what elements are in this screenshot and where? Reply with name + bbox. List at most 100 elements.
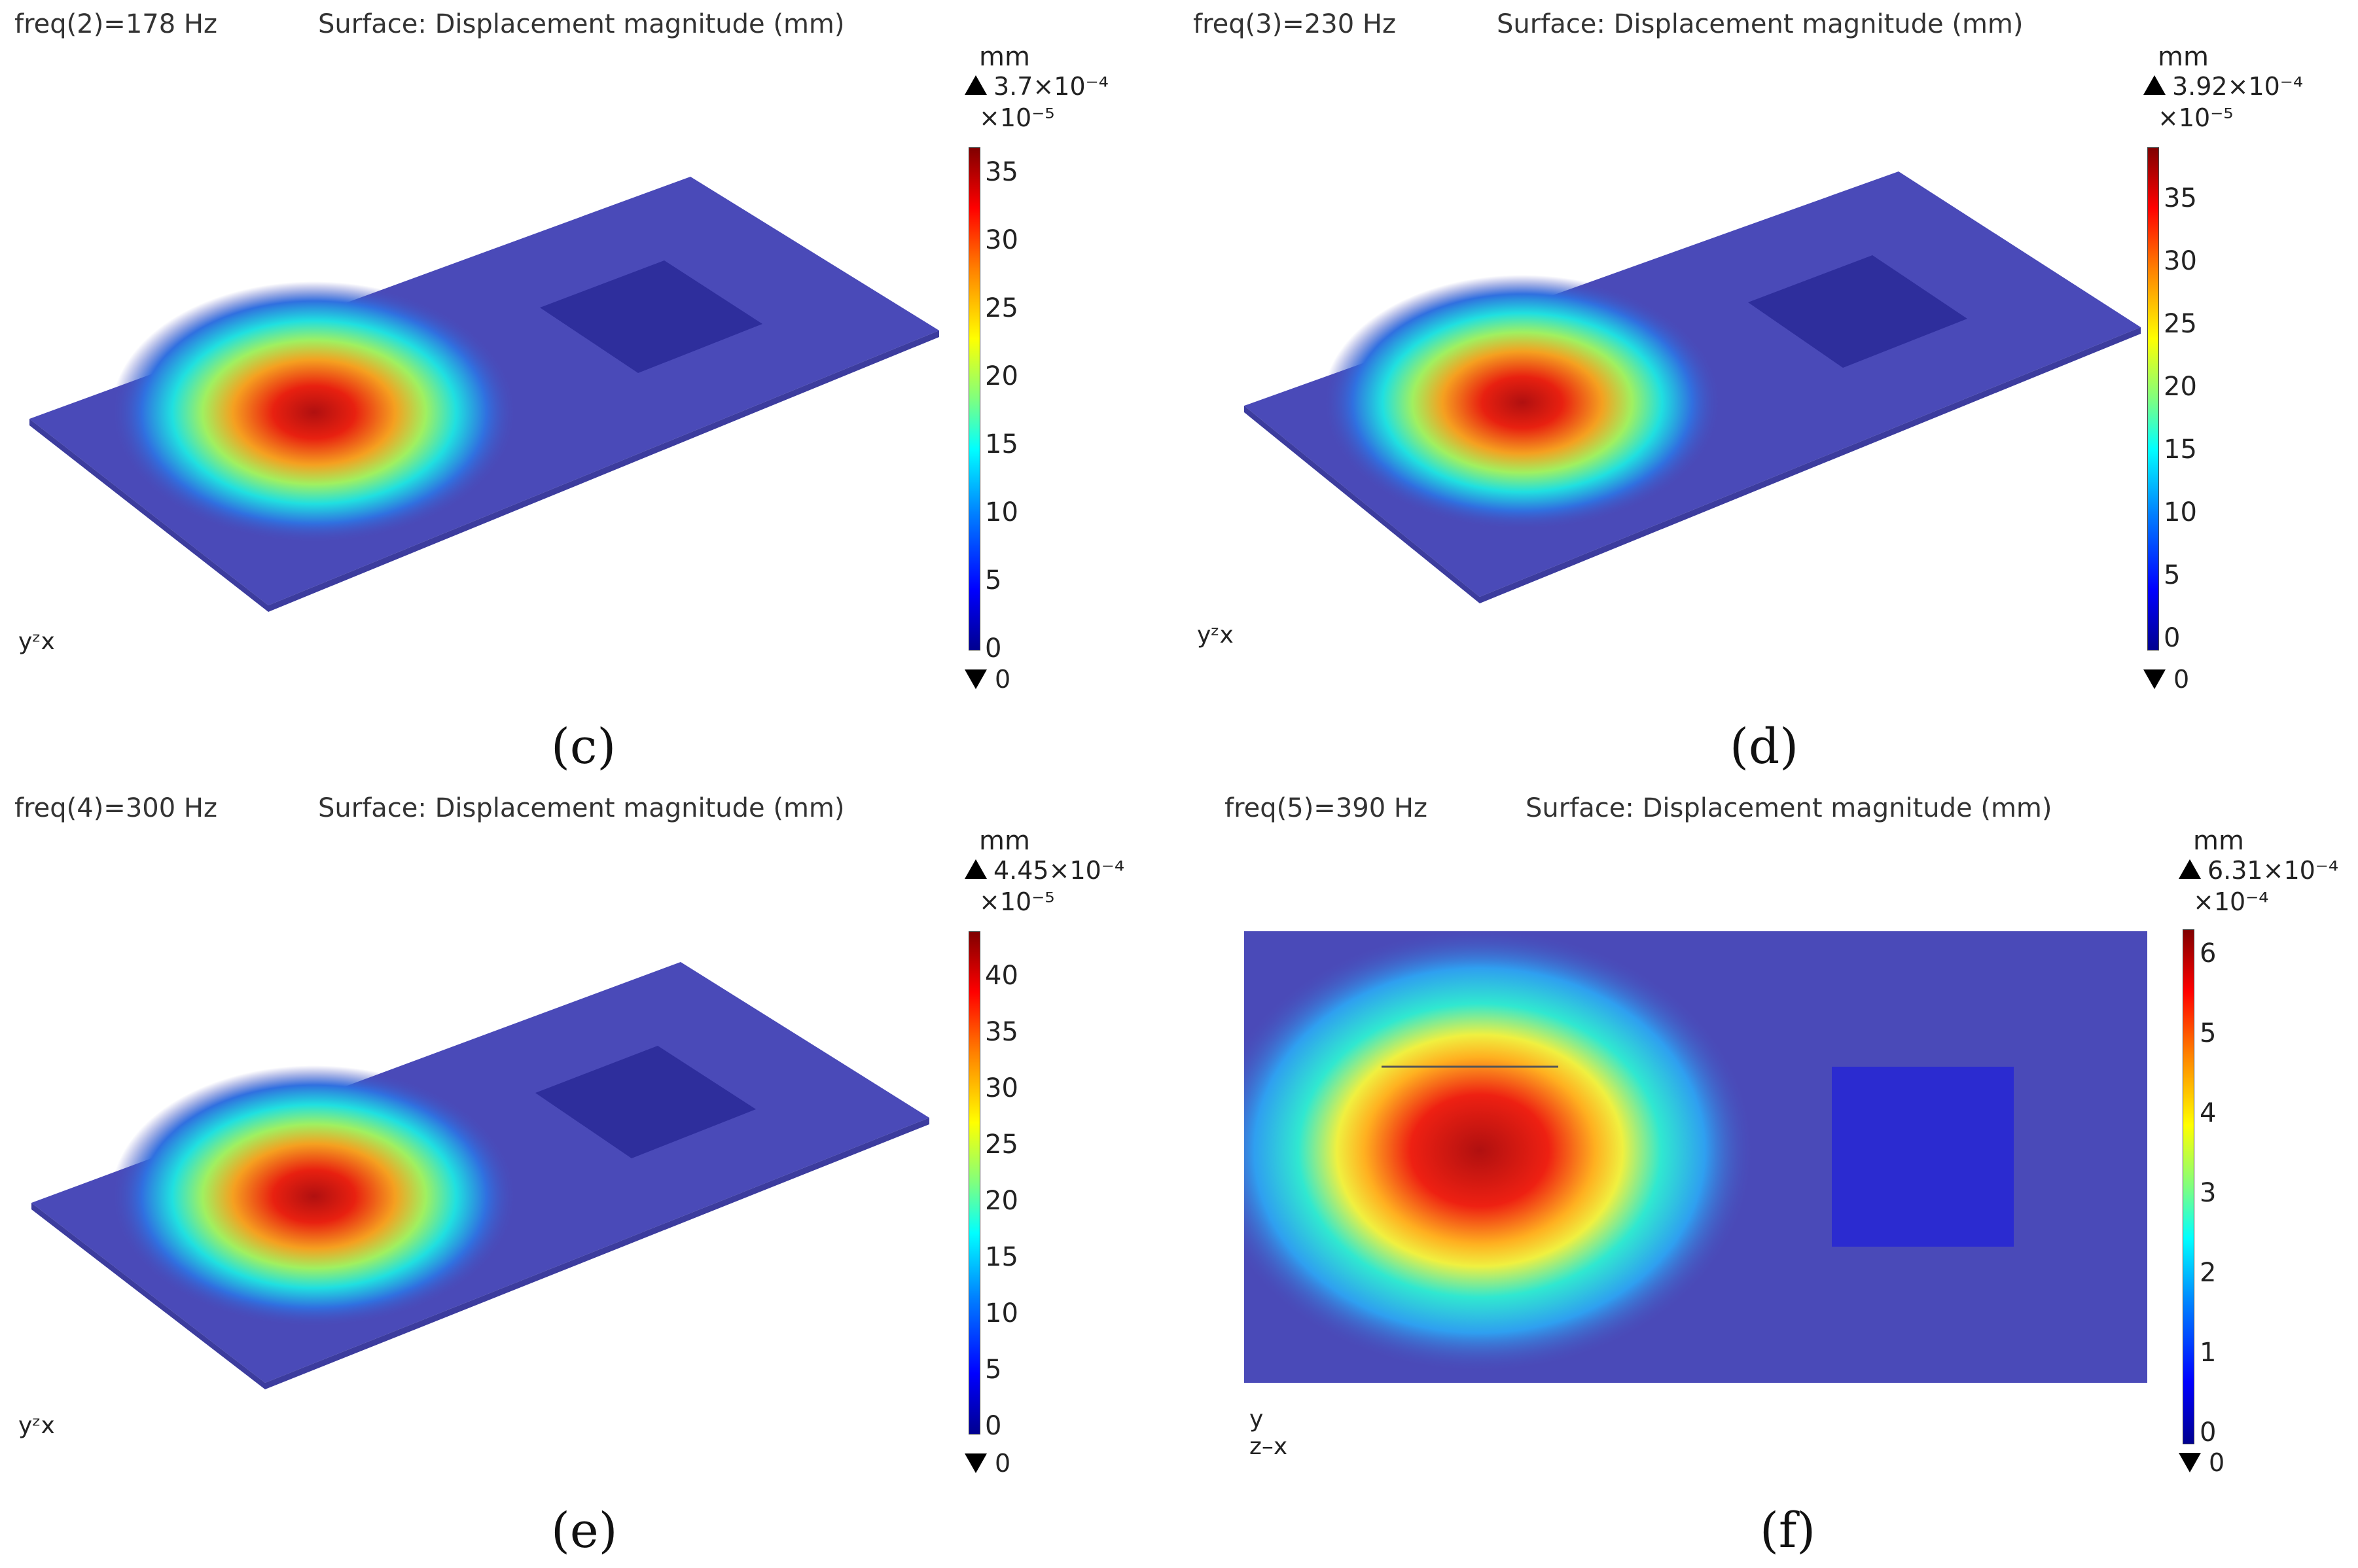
max-triangle-icon	[965, 859, 987, 879]
colorbar-tick: 30	[985, 1073, 1018, 1103]
axis-triad: yᶻx	[18, 1412, 55, 1439]
colorbar-tick: 0	[2164, 623, 2181, 653]
colorbar-min: 0	[965, 1449, 1010, 1478]
colorbar-min-value: 0	[995, 1449, 1011, 1478]
max-triangle-icon	[2143, 75, 2166, 95]
colorbar-tick: 20	[2164, 372, 2197, 402]
colorbar-tick: 30	[985, 225, 1018, 255]
panel-label: (d)	[1730, 719, 1799, 775]
panel-d: freq(3)=230 Hz Surface: Displacement mag…	[1179, 0, 2357, 784]
colorbar-tick: 15	[2164, 435, 2197, 465]
colorbar-tick: 35	[2164, 183, 2197, 213]
plate-top-view	[1244, 931, 2147, 1383]
colorbar-tick: 1	[2200, 1338, 2217, 1368]
colorbar-tick: 30	[2164, 246, 2197, 276]
colorbar-tick: 5	[985, 1355, 1002, 1385]
colorbar-max: 3.92×10⁻⁴	[2143, 72, 2303, 101]
colorbar-unit: mm	[2158, 42, 2209, 72]
colorbar-tick: 35	[985, 157, 1018, 187]
colorbar-max: 3.7×10⁻⁴	[965, 72, 1109, 101]
axis-triad-y: y	[1249, 1406, 1264, 1433]
frequency-label: freq(2)=178 Hz	[14, 9, 217, 39]
colorbar-tick: 25	[985, 1130, 1018, 1160]
panel-label: (c)	[551, 719, 616, 775]
plate-3d-plot	[1244, 171, 2141, 603]
plot-title: Surface: Displacement magnitude (mm)	[318, 793, 845, 823]
displacement-hotspot	[1323, 275, 1722, 530]
colorbar	[2183, 929, 2194, 1444]
colorbar-tick: 25	[2164, 309, 2197, 339]
colorbar-tick: 25	[985, 293, 1018, 323]
plate-3d-plot	[31, 962, 929, 1389]
panel-label: (e)	[551, 1503, 618, 1559]
colorbar-unit: mm	[979, 826, 1030, 856]
colorbar-tick: 10	[985, 497, 1018, 527]
min-triangle-icon	[2179, 1453, 2201, 1472]
colorbar-tick: 35	[985, 1017, 1018, 1047]
colorbar-min-value: 0	[2209, 1448, 2225, 1477]
actuator-patch	[535, 1046, 756, 1158]
colorbar-exponent: ×10⁻⁴	[2193, 887, 2269, 916]
panel-c: freq(2)=178 Hz Surface: Displacement mag…	[0, 0, 1178, 784]
colorbar-tick: 20	[985, 361, 1018, 391]
colorbar-min: 0	[965, 665, 1010, 694]
colorbar-tick: 2	[2200, 1258, 2217, 1288]
panel-e: freq(4)=300 Hz Surface: Displacement mag…	[0, 784, 1178, 1568]
colorbar-min: 0	[2143, 665, 2189, 694]
actuator-patch	[1748, 255, 1967, 368]
colorbar-max-value: 3.7×10⁻⁴	[993, 72, 1109, 101]
colorbar	[969, 931, 980, 1434]
colorbar-tick: 40	[985, 961, 1018, 991]
frequency-label: freq(3)=230 Hz	[1193, 9, 1396, 39]
actuator-patch	[540, 260, 762, 373]
plot-title: Surface: Displacement magnitude (mm)	[318, 9, 845, 39]
colorbar-max-value: 6.31×10⁻⁴	[2207, 856, 2339, 885]
colorbar-exponent: ×10⁻⁵	[2158, 103, 2234, 132]
max-triangle-icon	[965, 75, 987, 95]
colorbar-tick: 4	[2200, 1098, 2217, 1128]
colorbar-max-value: 3.92×10⁻⁴	[2172, 72, 2304, 101]
min-triangle-icon	[965, 669, 987, 689]
plot-title: Surface: Displacement magnitude (mm)	[1526, 793, 2052, 823]
colorbar-tick: 5	[2164, 560, 2181, 590]
displacement-hotspot	[111, 1065, 517, 1327]
colorbar-exponent: ×10⁻⁵	[979, 103, 1055, 132]
colorbar	[2147, 147, 2159, 650]
colorbar-exponent: ×10⁻⁵	[979, 887, 1055, 916]
min-triangle-icon	[2143, 669, 2166, 689]
displacement-hotspot	[111, 281, 517, 543]
colorbar-tick: 5	[985, 565, 1002, 596]
colorbar-max: 6.31×10⁻⁴	[2179, 856, 2338, 885]
colorbar-tick: 15	[985, 429, 1018, 459]
panel-label: (f)	[1760, 1503, 1816, 1559]
axis-triad-zx: z–x	[1249, 1433, 1288, 1460]
panel-f: freq(5)=390 Hz Surface: Displacement mag…	[1179, 784, 2357, 1568]
colorbar-max-value: 4.45×10⁻⁴	[993, 856, 1125, 885]
colorbar-tick: 6	[2200, 938, 2217, 969]
frequency-label: freq(4)=300 Hz	[14, 793, 217, 823]
min-triangle-icon	[965, 1453, 987, 1473]
colorbar-unit: mm	[2193, 826, 2244, 856]
plate-3d-plot	[29, 177, 939, 612]
colorbar-tick: 20	[985, 1186, 1018, 1216]
colorbar-tick: 10	[2164, 497, 2197, 527]
colorbar-tick: 5	[2200, 1018, 2217, 1048]
colorbar-tick: 3	[2200, 1178, 2217, 1208]
colorbar-unit: mm	[979, 42, 1030, 72]
colorbar-tick: 0	[985, 1411, 1002, 1441]
max-triangle-icon	[2179, 859, 2201, 879]
colorbar-tick: 15	[985, 1242, 1018, 1272]
axis-triad: yᶻx	[1197, 622, 1234, 649]
colorbar	[969, 147, 980, 650]
frequency-label: freq(5)=390 Hz	[1224, 793, 1427, 823]
colorbar-min-value: 0	[2173, 665, 2190, 694]
axis-triad: yᶻx	[18, 628, 55, 655]
colorbar-tick: 0	[985, 633, 1002, 664]
colorbar-min-value: 0	[995, 665, 1011, 694]
colorbar-tick: 10	[985, 1298, 1018, 1328]
colorbar-tick: 0	[2200, 1417, 2217, 1448]
actuator-patch	[1832, 1067, 2014, 1247]
plot-title: Surface: Displacement magnitude (mm)	[1497, 9, 2024, 39]
displacement-hotspot	[1244, 931, 1755, 1373]
colorbar-min: 0	[2179, 1448, 2224, 1477]
